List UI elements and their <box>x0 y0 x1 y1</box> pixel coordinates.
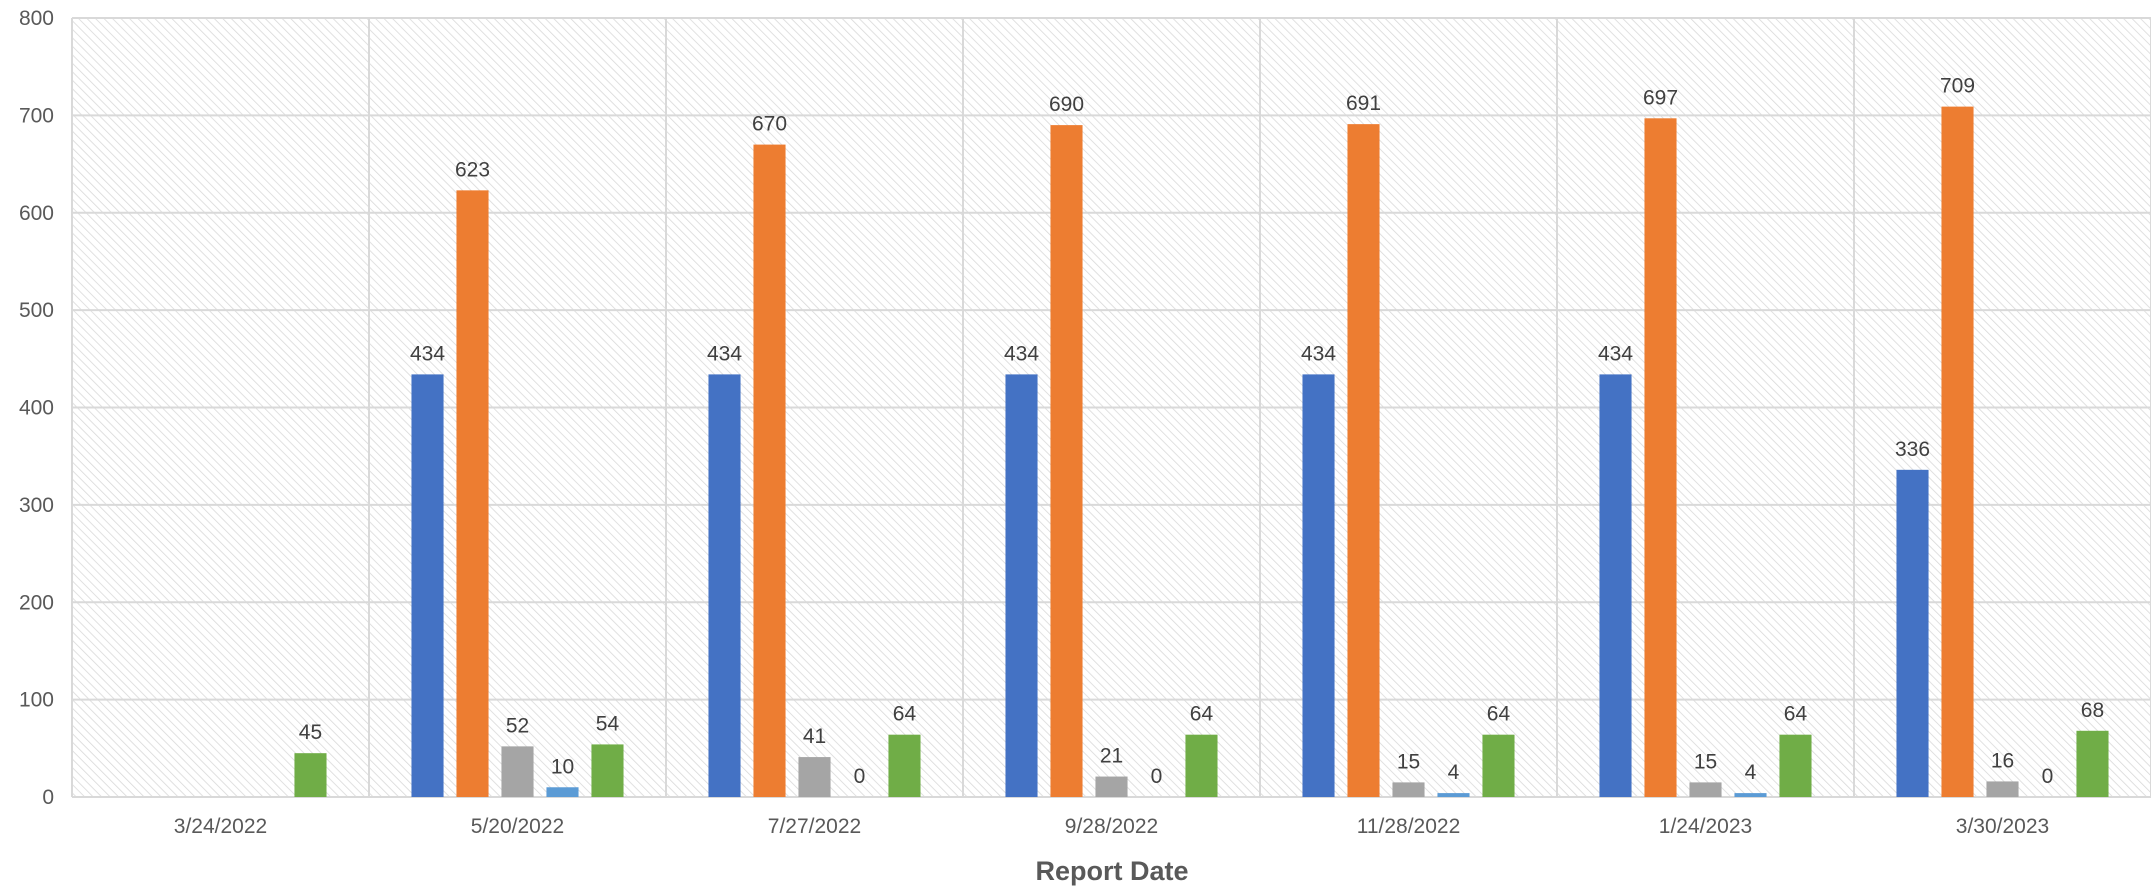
data-label: 64 <box>893 703 917 726</box>
x-tick-label: 11/28/2022 <box>1357 815 1461 838</box>
y-tick-label: 700 <box>19 104 54 127</box>
data-label: 336 <box>1895 438 1930 461</box>
bar <box>456 190 489 797</box>
bar <box>753 144 786 797</box>
data-label: 0 <box>1151 765 1163 788</box>
bar <box>1005 374 1038 797</box>
data-label: 15 <box>1397 750 1420 773</box>
data-label: 434 <box>1004 342 1039 365</box>
bar <box>1185 734 1218 797</box>
y-tick-label: 300 <box>19 494 54 517</box>
data-label: 64 <box>1190 703 1214 726</box>
data-label: 670 <box>752 113 787 136</box>
data-label: 41 <box>803 725 826 748</box>
data-label: 45 <box>299 721 322 744</box>
y-tick-label: 0 <box>42 786 54 809</box>
bar <box>1986 781 2019 797</box>
bar <box>1734 793 1767 797</box>
y-tick-label: 100 <box>19 689 54 712</box>
y-tick-label: 400 <box>19 397 54 420</box>
bar <box>501 746 534 797</box>
data-label: 0 <box>854 765 866 788</box>
data-label: 64 <box>1784 703 1808 726</box>
bar <box>546 787 579 797</box>
bar <box>798 757 831 797</box>
x-tick-label: 1/24/2023 <box>1659 815 1752 838</box>
bar <box>1689 782 1722 797</box>
bar <box>888 734 921 797</box>
data-label: 52 <box>506 714 529 737</box>
x-tick-label: 3/24/2022 <box>174 815 267 838</box>
data-label: 10 <box>551 755 574 778</box>
data-label: 21 <box>1100 745 1123 768</box>
data-label: 434 <box>707 342 742 365</box>
data-label: 4 <box>1745 761 1757 784</box>
data-label: 434 <box>1301 342 1336 365</box>
bar <box>1050 125 1083 798</box>
bar <box>591 744 624 797</box>
bar <box>1347 124 1380 798</box>
data-label: 691 <box>1346 92 1381 115</box>
bars <box>294 106 2109 798</box>
bar <box>1302 374 1335 797</box>
bar <box>1941 106 1974 797</box>
y-tick-label: 500 <box>19 299 54 322</box>
y-tick-label: 800 <box>19 7 54 30</box>
data-label: 4 <box>1448 761 1460 784</box>
data-label: 54 <box>596 712 620 735</box>
bar <box>1482 734 1515 797</box>
data-label: 709 <box>1940 75 1975 98</box>
data-label: 68 <box>2081 699 2104 722</box>
data-label: 434 <box>410 342 445 365</box>
x-axis-title: Report Date <box>1035 856 1188 886</box>
bar <box>1896 469 1929 797</box>
y-tick-label: 600 <box>19 202 54 225</box>
data-label: 16 <box>1991 749 2014 772</box>
x-tick-label: 7/27/2022 <box>768 815 861 838</box>
data-label: 690 <box>1049 93 1084 116</box>
bar <box>294 753 327 797</box>
bar <box>1599 374 1632 797</box>
bar <box>1437 793 1470 797</box>
bar <box>2076 730 2109 797</box>
data-label: 697 <box>1643 86 1678 109</box>
y-tick-label: 200 <box>19 591 54 614</box>
bar <box>411 374 444 797</box>
bar <box>1644 118 1677 797</box>
x-tick-label: 5/20/2022 <box>471 815 564 838</box>
bar <box>1095 776 1128 797</box>
data-label: 15 <box>1694 750 1717 773</box>
x-tick-label: 3/30/2023 <box>1956 815 2049 838</box>
data-label: 434 <box>1598 342 1633 365</box>
bar <box>708 374 741 797</box>
bar <box>1779 734 1812 797</box>
bar <box>1392 782 1425 797</box>
data-label: 0 <box>2042 765 2054 788</box>
data-label: 623 <box>455 158 490 181</box>
data-label: 64 <box>1487 703 1511 726</box>
x-tick-label: 9/28/2022 <box>1065 815 1158 838</box>
